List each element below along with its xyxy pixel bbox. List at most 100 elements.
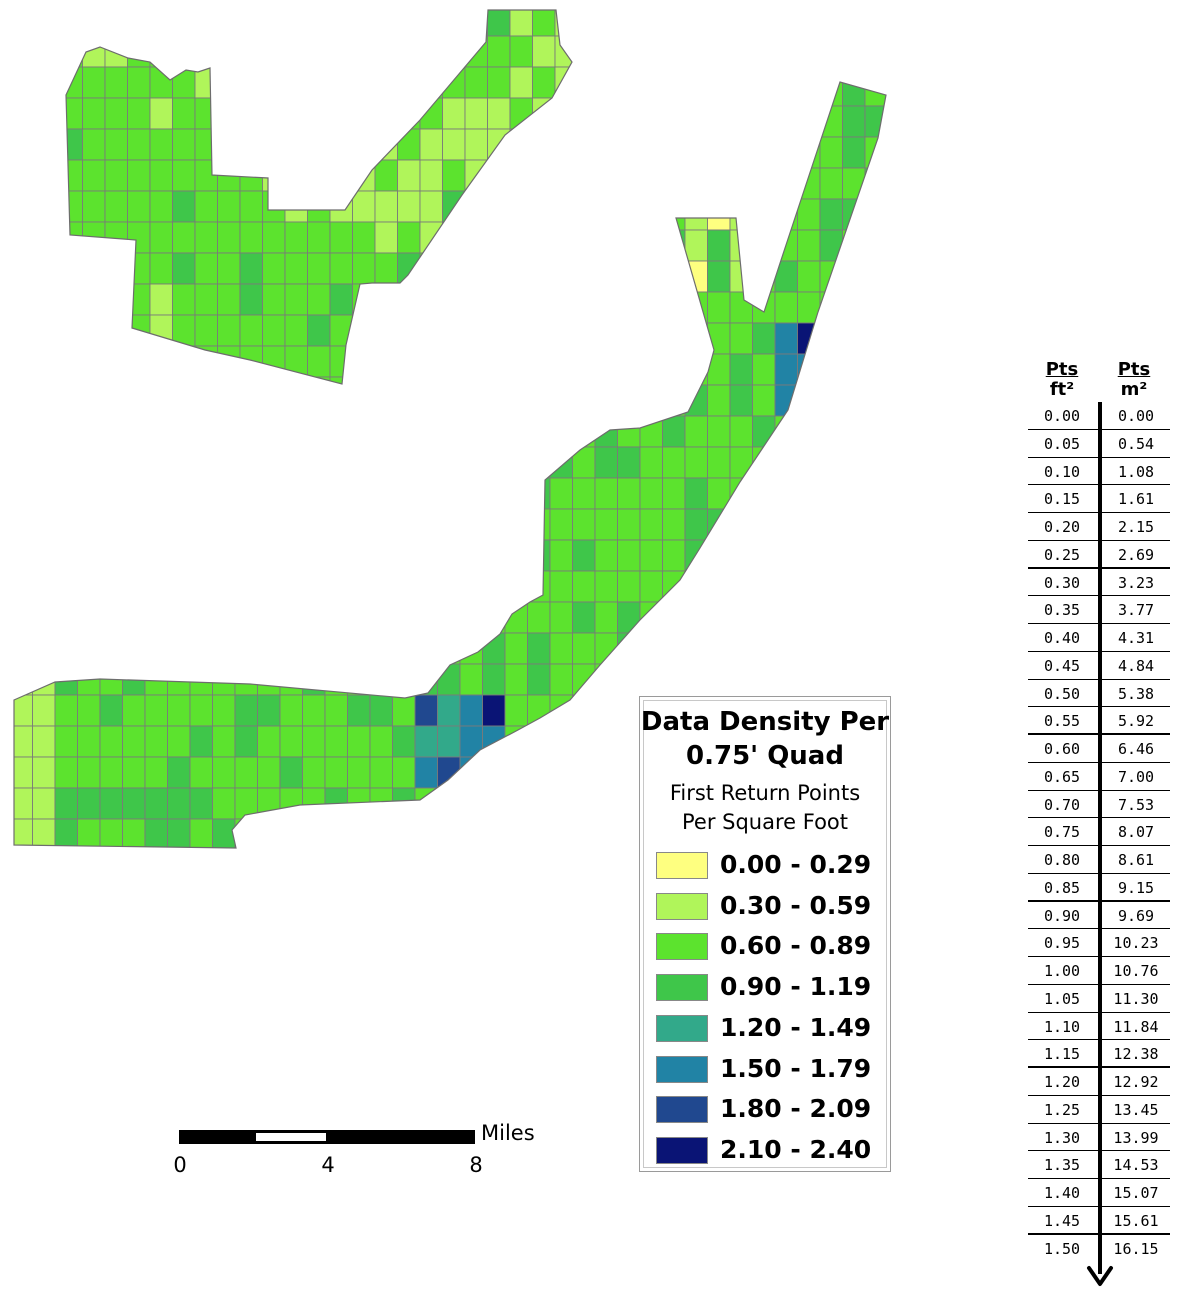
quad-tile <box>392 787 416 820</box>
quad-tile <box>397 221 421 254</box>
quad-tile <box>617 82 641 107</box>
quad-tile <box>14 415 33 448</box>
quad-tile <box>684 136 708 169</box>
legend-subtitle-line2: Per Square Foot <box>681 810 848 834</box>
quad-tile <box>167 508 191 541</box>
quad-tile <box>504 477 528 510</box>
quad-tile <box>104 345 128 378</box>
quad-tile <box>527 663 551 696</box>
quad-tile <box>797 446 821 479</box>
quad-tile <box>549 198 573 231</box>
quad-tile <box>842 198 866 231</box>
quad-tile <box>617 446 641 479</box>
quad-tile <box>82 10 106 37</box>
quad-tile <box>14 322 33 355</box>
quad-tile <box>797 632 821 665</box>
quad-tile <box>32 82 56 107</box>
quad-tile <box>549 818 573 848</box>
quad-tile <box>819 136 843 169</box>
quad-tile <box>104 159 128 192</box>
quad-tile <box>77 508 101 541</box>
quad-tile <box>99 570 123 603</box>
quad-tile <box>54 570 78 603</box>
legend-label: 0.00 - 0.29 <box>720 850 872 879</box>
quad-tile <box>684 198 708 231</box>
quad-tile <box>347 446 371 479</box>
quad-tile <box>279 105 303 138</box>
value-pts-m2: 13.45 <box>1113 1100 1159 1119</box>
quad-tile <box>392 632 416 665</box>
quad-tile <box>324 694 348 727</box>
value-pts-ft2: 1.00 <box>1043 962 1081 980</box>
quad-tile <box>77 260 101 293</box>
quad-tile <box>554 159 572 192</box>
quad-tile <box>864 508 886 541</box>
map-legend: Data Density Per 0.75' Quad First Return… <box>639 696 891 1172</box>
quad-tile <box>819 570 843 603</box>
quad-tile <box>752 384 776 417</box>
quad-tile <box>77 632 101 665</box>
quad-tile <box>167 818 191 848</box>
quad-tile <box>374 97 398 130</box>
quad-tile <box>504 260 528 293</box>
quad-tile <box>864 415 886 448</box>
quad-tile <box>347 415 371 448</box>
quad-tile <box>729 632 753 665</box>
quad-tile <box>302 105 326 138</box>
quad-tile <box>99 787 123 820</box>
quad-tile <box>504 384 528 417</box>
quad-tile <box>54 787 78 820</box>
quad-tile <box>32 198 56 231</box>
quad-tile <box>397 159 421 192</box>
quad-tile <box>172 159 196 192</box>
quad-tile <box>527 229 551 262</box>
quad-tile <box>302 694 326 727</box>
quad-tile <box>392 663 416 696</box>
quad-tile <box>392 756 416 789</box>
quad-tile <box>707 353 731 386</box>
quad-tile <box>352 190 376 223</box>
quad-tile <box>212 446 236 479</box>
quad-tile <box>234 725 258 758</box>
quad-tile <box>369 787 393 820</box>
quad-tile <box>392 508 416 541</box>
quad-tile <box>797 167 821 200</box>
quad-tile <box>239 97 263 130</box>
quad-tile <box>104 252 128 285</box>
quad-tile <box>442 252 466 285</box>
value-pts-m2: 6.46 <box>1117 740 1155 758</box>
quad-tile <box>172 190 196 223</box>
quad-tile <box>414 291 438 324</box>
quad-tile <box>419 252 443 285</box>
quad-tile <box>144 725 168 758</box>
quad-tile <box>527 725 551 758</box>
quad-tile <box>594 477 618 510</box>
quad-tile <box>504 694 528 727</box>
quad-tile <box>324 167 348 200</box>
quad-tile <box>437 818 461 848</box>
quad-tile <box>172 10 196 37</box>
quad-tile <box>239 190 263 223</box>
header-right-top: Pts <box>1117 359 1151 380</box>
quad-tile <box>437 322 461 355</box>
quad-tile <box>279 756 303 789</box>
value-pts-m2: 14.53 <box>1113 1156 1159 1175</box>
quad-tile <box>234 539 258 572</box>
quad-tile <box>32 477 56 510</box>
quad-tile <box>104 35 128 68</box>
quad-tile <box>324 105 348 138</box>
quad-tile <box>482 291 506 324</box>
quad-tile <box>487 314 511 347</box>
quad-tile <box>888 602 911 633</box>
quad-tile <box>532 128 556 161</box>
quad-tile <box>527 198 551 231</box>
quad-tile <box>442 221 466 254</box>
quad-tile <box>149 376 173 384</box>
quad-tile <box>729 601 753 634</box>
quad-tile <box>572 508 596 541</box>
quad-tile <box>414 632 438 665</box>
quad-tile <box>842 291 866 324</box>
quad-tile <box>527 601 551 634</box>
quad-tile <box>234 570 258 603</box>
quad-tile <box>819 632 843 665</box>
